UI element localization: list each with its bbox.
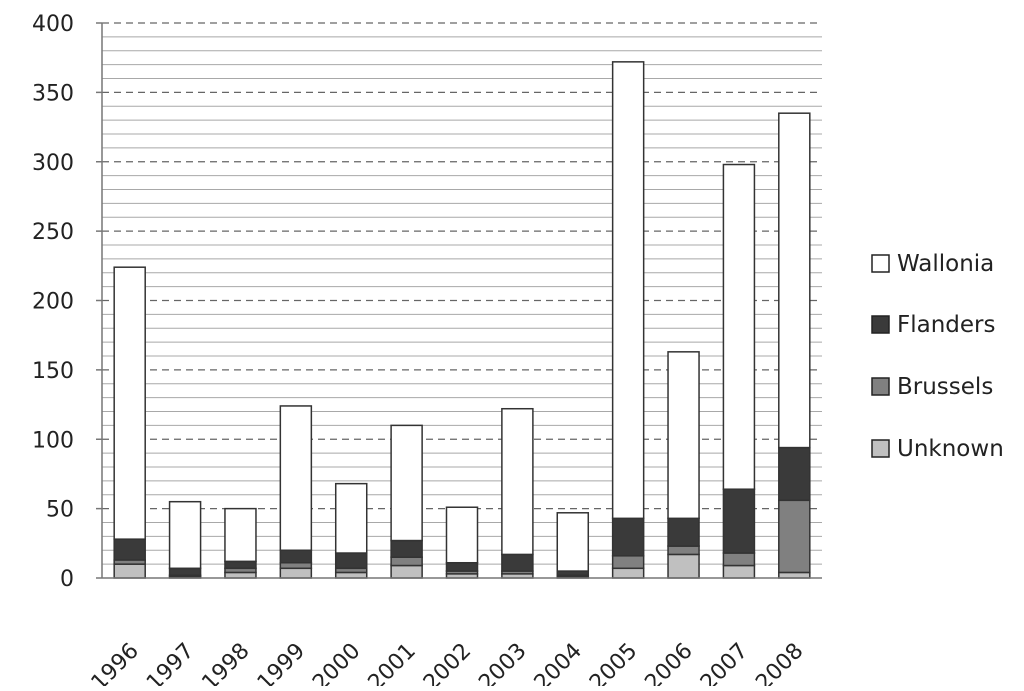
legend-item-unknown: Unknown	[871, 436, 1004, 462]
bar-wallonia-1999	[279, 405, 313, 552]
bar-unknown-2006	[667, 553, 700, 579]
legend-swatch	[871, 315, 890, 334]
x-category-label: 1998	[197, 639, 254, 686]
bar-unknown-1999	[279, 567, 313, 579]
axes	[96, 22, 822, 579]
bar-brussels-1999	[279, 561, 313, 570]
bar-unknown-2005	[611, 567, 645, 579]
bar-wallonia-2005	[611, 61, 645, 520]
y-tick-label: 400	[32, 12, 74, 37]
bar-wallonia-2004	[556, 512, 590, 572]
y-tick-label: 0	[60, 567, 74, 592]
bar-flanders-2002	[445, 561, 479, 572]
legend-swatch	[871, 377, 890, 396]
bar-brussels-2008	[778, 499, 811, 574]
legend: Wallonia Flanders Brussels Unknown	[871, 251, 1004, 462]
x-category-label: 1999	[253, 639, 310, 686]
legend-item-wallonia: Wallonia	[871, 251, 994, 277]
bar-wallonia-2003	[501, 407, 534, 556]
legend-label: Flanders	[897, 312, 995, 338]
bar-wallonia-1997	[168, 500, 202, 570]
bar-flanders-2003	[501, 553, 534, 572]
bar-wallonia-2002	[445, 506, 479, 564]
bar-flanders-1996	[113, 538, 146, 561]
bar-wallonia-2007	[722, 163, 756, 490]
bar-wallonia-2008	[778, 112, 811, 449]
bar-flanders-1999	[279, 549, 313, 564]
y-tick-label: 300	[32, 151, 74, 176]
y-tick-label: 250	[32, 220, 74, 245]
x-category-label: 1997	[142, 639, 199, 686]
bar-brussels-2001	[390, 556, 423, 567]
legend-label: Unknown	[897, 436, 1004, 462]
bar-flanders-1997	[168, 567, 202, 576]
bar-wallonia-2001	[390, 424, 423, 542]
x-category-label: 2006	[641, 639, 698, 686]
legend-item-brussels: Brussels	[871, 374, 993, 400]
bar-flanders-2001	[390, 539, 423, 558]
bar-brussels-2005	[611, 555, 645, 570]
bar-flanders-2005	[611, 517, 645, 557]
bar-unknown-2000	[334, 571, 368, 579]
legend-label: Brussels	[897, 374, 993, 400]
y-tick-label: 100	[32, 428, 74, 453]
bar-flanders-2007	[722, 488, 756, 554]
gridlines	[102, 22, 822, 565]
bar-flanders-2000	[334, 552, 368, 570]
bar-wallonia-2000	[334, 482, 368, 554]
x-category-label: 1996	[87, 639, 144, 686]
bar-flanders-1998	[224, 560, 257, 570]
x-category-label: 2008	[751, 639, 808, 686]
legend-label: Wallonia	[897, 251, 994, 277]
bar-brussels-2006	[667, 545, 700, 556]
bar-flanders-2008	[778, 446, 811, 502]
x-category-label: 2005	[585, 639, 642, 686]
bar-unknown-1998	[224, 571, 257, 579]
x-category-label: 2003	[474, 639, 531, 686]
bar-unknown-2008	[778, 571, 811, 579]
x-category-labels: 1996199719981999200020012002200320042005…	[87, 639, 809, 691]
bar-unknown-1996	[113, 563, 146, 579]
legend-item-flanders: Flanders	[871, 312, 995, 338]
legend-swatch	[871, 439, 890, 458]
bar-unknown-2001	[390, 564, 423, 579]
x-category-label: 2001	[364, 639, 421, 686]
x-category-label: 2004	[530, 639, 587, 686]
x-category-label: 2002	[419, 639, 476, 686]
bar-brussels-2007	[722, 552, 756, 567]
y-tick-label: 150	[32, 359, 74, 384]
bar-wallonia-1998	[224, 507, 257, 563]
y-tick-label: 350	[32, 81, 74, 106]
bars	[113, 61, 811, 579]
y-tick-labels: 0 50 100 150 200 250 300 350 400	[32, 12, 74, 592]
y-tick-label: 50	[46, 498, 74, 523]
bar-flanders-2006	[667, 517, 700, 547]
bar-unknown-2007	[722, 564, 756, 579]
bar-wallonia-1996	[113, 266, 146, 540]
x-category-label: 2000	[308, 639, 365, 686]
y-tick-label: 200	[32, 290, 74, 315]
x-category-label: 2007	[696, 639, 753, 686]
bar-wallonia-2006	[667, 351, 700, 520]
legend-swatch	[871, 254, 890, 273]
